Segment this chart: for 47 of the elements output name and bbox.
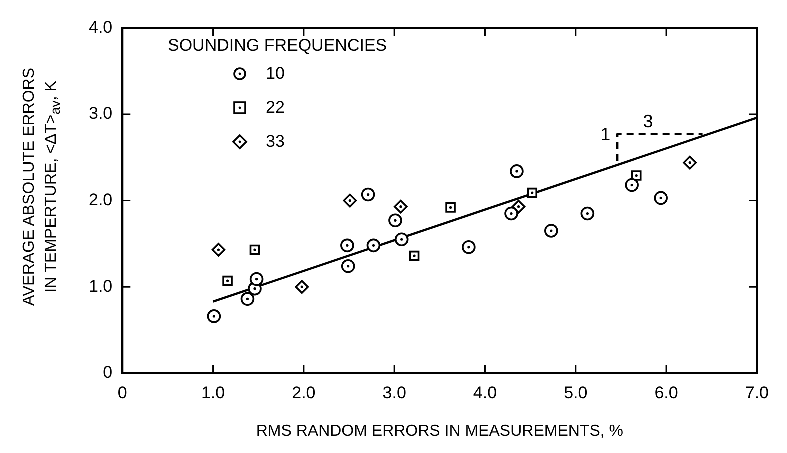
point — [340, 238, 354, 253]
legend-label: 33 — [266, 132, 285, 152]
point — [388, 214, 402, 228]
x-tick-label: 4.0 — [473, 383, 498, 402]
annotation: 3 — [643, 111, 654, 132]
point — [207, 310, 222, 324]
point — [625, 178, 639, 192]
point — [250, 272, 264, 286]
point — [222, 276, 233, 286]
annotation: 1 — [600, 124, 611, 145]
point — [504, 206, 518, 221]
x-tick-label: 2.0 — [292, 383, 316, 402]
point — [631, 170, 642, 181]
y-tick-label: 4.0 — [88, 18, 113, 37]
legend-label: 22 — [266, 98, 285, 118]
x-tick-label: 0 — [118, 383, 128, 402]
y-tick-label: 2.0 — [88, 190, 113, 210]
point — [341, 259, 356, 274]
point — [510, 164, 524, 178]
y-tick-label: 0 — [103, 363, 113, 382]
point — [394, 200, 408, 214]
x-tick-label: 6.0 — [654, 383, 678, 402]
x-tick-label: 5.0 — [564, 383, 588, 402]
point — [343, 194, 358, 208]
x-tick-label: 1.0 — [201, 383, 226, 402]
legend-title: SOUNDING FREQUENCIES — [168, 36, 388, 56]
point — [544, 224, 558, 238]
y-tick-label: 1.0 — [88, 276, 113, 296]
point — [361, 188, 376, 202]
x-tick-label: 7.0 — [745, 383, 770, 402]
point — [446, 202, 456, 213]
legend-label: 10 — [266, 64, 285, 84]
point — [295, 280, 310, 294]
x-tick-label: 3.0 — [382, 383, 406, 402]
y-tick-label: 3.0 — [88, 104, 113, 124]
point — [683, 156, 698, 170]
point — [394, 232, 409, 247]
point — [366, 238, 381, 253]
point — [240, 292, 255, 306]
point — [409, 250, 420, 262]
point — [654, 191, 668, 206]
point — [580, 206, 595, 221]
x-axis-title: RMS RANDOM ERRORS IN MEASUREMENTS, % — [256, 422, 624, 440]
point — [462, 240, 476, 254]
point — [527, 188, 538, 198]
point — [250, 244, 260, 256]
point — [212, 243, 226, 257]
